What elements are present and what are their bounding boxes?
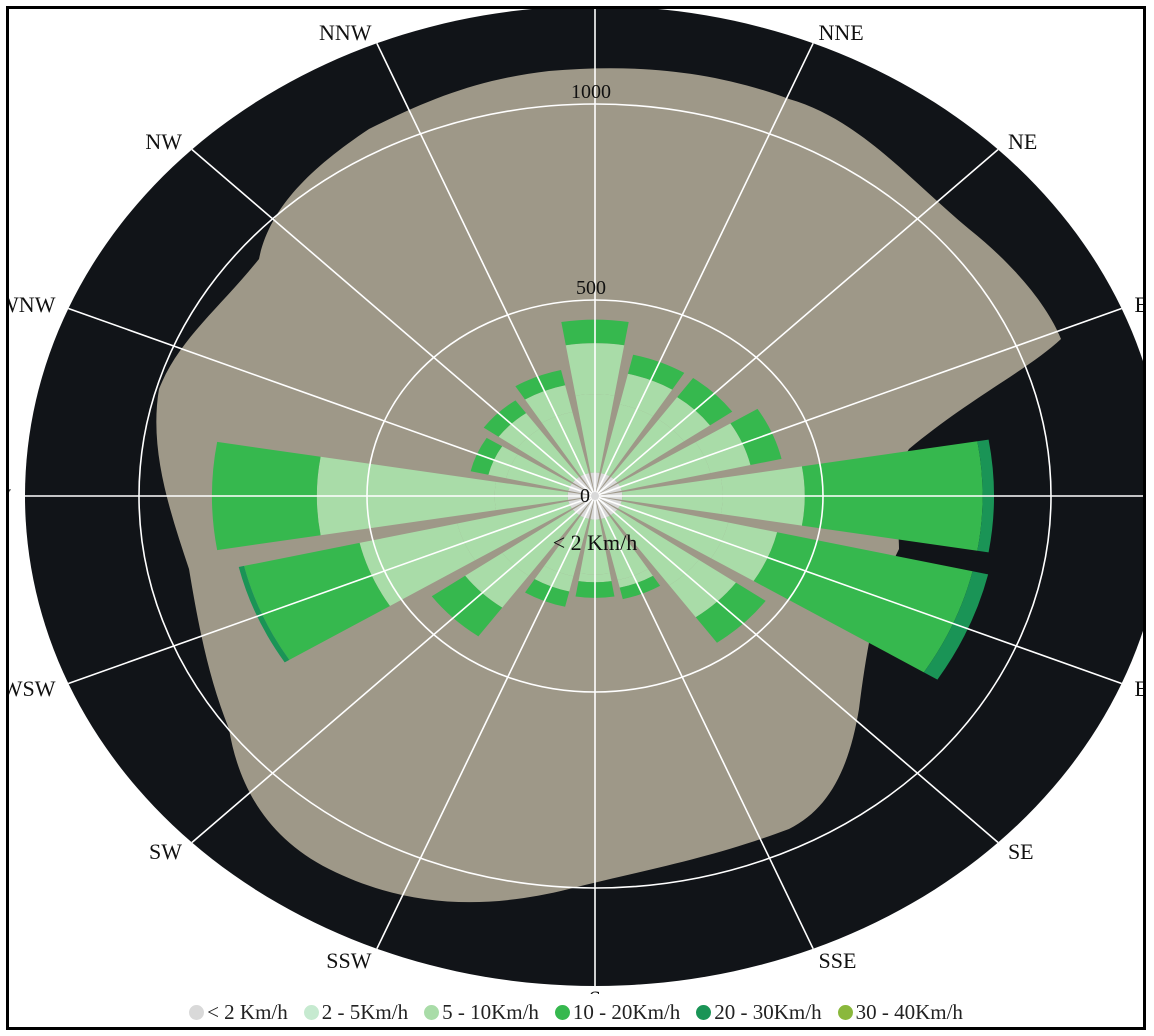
direction-label-S: S	[589, 986, 601, 994]
direction-label-SE: SE	[1008, 839, 1034, 864]
spoke-SSW	[376, 495, 596, 950]
legend-label: 10 - 20Km/h	[572, 999, 681, 1024]
spoke-NNW	[376, 42, 596, 497]
direction-label-NE: NE	[1008, 129, 1037, 154]
legend-swatch	[424, 1004, 440, 1020]
spoke-NE	[594, 148, 999, 497]
legend-label: 2 - 5Km/h	[321, 999, 409, 1024]
petal-WNW-series-3	[470, 437, 503, 475]
direction-label-SW: SW	[149, 839, 182, 864]
petal-ENE-series-3	[730, 408, 782, 466]
petal-NNW-series-2	[525, 385, 573, 423]
legend-swatch	[837, 1004, 853, 1020]
spoke-NNE	[594, 42, 814, 497]
legend-swatch	[696, 1004, 712, 1020]
ring-label-0: 0	[580, 485, 590, 507]
legend-item: 30 - 40Km/h	[837, 999, 963, 1025]
direction-label-W: W	[9, 484, 11, 509]
petal-ESE-series-2	[711, 522, 778, 582]
spoke-SW	[191, 495, 596, 844]
direction-label-NNW: NNW	[319, 20, 372, 45]
spoke-ENE	[594, 307, 1122, 497]
direction-label-NNE: NNE	[818, 20, 863, 45]
direction-label-WSW: WSW	[9, 676, 56, 701]
petal-ENE-series-2	[695, 423, 751, 473]
legend-label: < 2 Km/h	[207, 999, 288, 1024]
spoke-WSW	[68, 495, 596, 685]
petal-NNE-series-3	[627, 354, 685, 390]
chart-frame: NNNENEENEEESESESSESSSWSWWSWWWNWNWNNW0500…	[6, 6, 1146, 1030]
legend: < 2 Km/h 2 - 5Km/h 5 - 10Km/h 10 - 20Km/h 20…	[9, 997, 1143, 1027]
spoke-SSE	[594, 495, 814, 950]
legend-item: 20 - 30Km/h	[696, 999, 822, 1025]
petal-ESE-series-4	[923, 571, 989, 680]
petal-NNW-series-3	[515, 369, 566, 400]
legend-item: 2 - 5Km/h	[303, 999, 409, 1025]
legend-item: 10 - 20Km/h	[554, 999, 681, 1025]
direction-label-ESE: ESE	[1135, 676, 1143, 701]
petal-WNW-series-2	[488, 446, 518, 479]
legend-label: 20 - 30Km/h	[714, 999, 822, 1024]
legend-swatch	[189, 1004, 205, 1020]
center-calm-label: < 2 Km/h	[553, 530, 638, 555]
center-dot	[591, 492, 599, 500]
petal-WSW-series-1	[457, 501, 572, 561]
petal-SSW-series-3	[525, 579, 570, 607]
spoke-WNW	[68, 307, 596, 497]
petal-ESE-series-1	[618, 501, 729, 559]
direction-label-SSE: SSE	[818, 948, 856, 973]
wind-rose-chart: NNNENEENEEESESESSESSSWSWWSWWWNWNWNNW0500…	[9, 9, 1143, 994]
legend-item: 5 - 10Km/h	[424, 1000, 539, 1025]
legend-item: < 2 Km/h	[189, 1000, 288, 1025]
direction-label-ENE: ENE	[1135, 292, 1143, 317]
direction-label-SSW: SSW	[326, 948, 371, 973]
ring-label-500: 500	[576, 277, 606, 299]
polar-grid	[25, 9, 1143, 986]
petal-WSW-series-2	[359, 523, 476, 606]
legend-swatch	[554, 1004, 570, 1020]
petal-SSW-series-2	[534, 565, 574, 592]
legend-swatch	[303, 1004, 319, 1020]
petal-WSW-series-4	[238, 565, 290, 663]
direction-label-NW: NW	[145, 129, 182, 154]
petal-NNE-series-2	[619, 373, 673, 417]
petal-ENE-series-1	[618, 442, 711, 491]
petal-WSW-series-3	[244, 542, 390, 660]
ring-label-1000: 1000	[571, 81, 611, 103]
spoke-ESE	[594, 495, 1122, 685]
legend-label: 5 - 10Km/h	[442, 999, 539, 1024]
legend-label: 30 - 40Km/h	[855, 999, 963, 1024]
direction-labels: NNNENEENEEESESESSESSSWSWWSWWWNWNWNNW0500…	[9, 20, 1143, 994]
petal-ESE-series-3	[753, 532, 973, 673]
direction-label-WNW: WNW	[9, 292, 56, 317]
spoke-SE	[594, 495, 999, 844]
spoke-NW	[191, 148, 596, 497]
